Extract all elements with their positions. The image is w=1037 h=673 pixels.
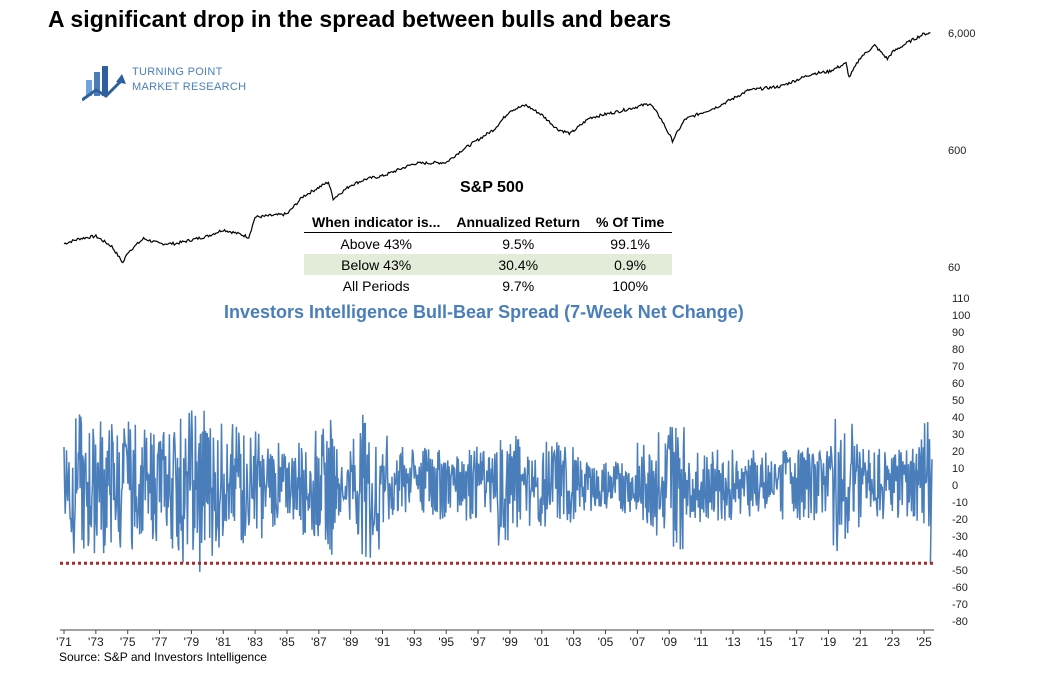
spread-axis-tick-label: 0 [952,480,958,492]
spread-axis-tick-label: -70 [952,599,968,611]
x-axis-tick-label: '83 [247,635,263,649]
table-header: Annualized Return [448,211,589,233]
table-row: All Periods 9.7% 100% [304,275,672,296]
company-logo: TURNING POINT MARKET RESEARCH [81,62,252,106]
x-axis-tick-label: '71 [56,635,72,649]
spread-axis-tick-label: 90 [952,327,964,339]
x-axis-tick-label: '95 [438,635,454,649]
x-axis-tick-label: '79 [184,635,200,649]
spread-axis-tick-label: 60 [952,378,964,390]
x-axis-tick-label: '77 [152,635,168,649]
spread-axis-tick-label: 50 [952,395,964,407]
x-axis-tick-label: '97 [470,635,486,649]
table-row-highlighted: Below 43% 30.4% 0.9% [304,254,673,275]
x-axis-tick-label: '81 [215,635,231,649]
price-axis-tick-label: 6,000 [948,28,976,40]
stats-table: When indicator is... Annualized Return %… [304,211,673,296]
logo-wordmark: TURNING POINT MARKET RESEARCH [132,65,246,95]
spread-axis-tick-label: -60 [952,582,968,594]
spread-axis-tick-label: 70 [952,361,964,373]
table-header-row: When indicator is... Annualized Return %… [304,211,673,233]
spread-axis-tick-label: 100 [952,310,970,322]
x-axis-tick-label: '17 [789,635,805,649]
spread-axis-tick-label: -10 [952,497,968,509]
x-axis-tick-label: '09 [661,635,677,649]
source-note: Source: S&P and Investors Intelligence [59,650,267,664]
table-cell: 30.4% [448,254,589,275]
table-cell: 0.9% [588,254,673,275]
chart-title: A significant drop in the spread between… [48,6,672,32]
x-axis-tick-label: '19 [821,635,837,649]
x-axis-tick-label: '91 [375,635,391,649]
x-axis-tick-label: '25 [916,635,932,649]
table-header: % Of Time [588,211,673,233]
bull-bear-spread-line [63,410,933,572]
spread-axis-tick-label: -20 [952,514,968,526]
x-axis-tick-label: '01 [534,635,550,649]
x-axis-tick-label: '93 [407,635,423,649]
spread-axis-tick-label: 30 [952,429,964,441]
x-axis-tick-label: '11 [694,635,709,649]
table-cell: Above 43% [340,235,412,252]
table-title: S&P 500 [460,179,524,196]
table-header: When indicator is... [304,211,449,233]
table-cell: 99.1% [610,235,650,252]
spread-axis-tick-label: -40 [952,548,968,560]
x-axis-tick-label: '75 [120,635,136,649]
spread-axis-tick-label: -30 [952,531,968,543]
x-axis-tick-label: '23 [884,635,900,649]
x-axis-tick-label: '13 [725,635,741,649]
x-axis-tick-label: '89 [343,635,359,649]
x-axis-tick-label: '87 [311,635,327,649]
logo-bars-icon [81,66,126,102]
x-axis-tick-label: '85 [279,635,295,649]
x-axis-tick-label: '73 [88,635,104,649]
x-axis-tick-label: '15 [757,635,773,649]
spread-axis-tick-label: 110 [952,293,970,305]
x-axis-tick-label: '05 [598,635,614,649]
spread-axis-tick-label: 20 [952,446,964,458]
table-cell: 100% [612,277,649,294]
spread-axis-tick-label: 40 [952,412,964,424]
spread-axis-tick-label: 80 [952,344,964,356]
table-cell: All Periods [342,277,410,294]
price-axis-tick-label: 60 [948,262,960,274]
price-axis-tick-label: 600 [948,145,966,157]
x-axis-tick-label: '03 [566,635,582,649]
spread-chart-title: Investors Intelligence Bull-Bear Spread … [224,302,744,322]
logo-line-1: TURNING POINT [132,66,223,78]
spread-axis-tick-label: -80 [952,616,968,628]
logo-line-2: MARKET RESEARCH [132,81,247,93]
spread-axis-tick-label: -50 [952,565,968,577]
table-cell: Below 43% [304,254,449,275]
table-cell: 9.7% [502,277,535,294]
x-axis-tick-label: '07 [630,635,646,649]
sp500-price-line [63,32,931,264]
x-axis-tick-label: '21 [853,635,869,649]
table-row: Above 43% 9.5% 99.1% [304,233,672,255]
spread-axis-tick-label: 10 [952,463,964,475]
x-axis-tick-label: '99 [502,635,518,649]
table-cell: 9.5% [502,235,535,252]
